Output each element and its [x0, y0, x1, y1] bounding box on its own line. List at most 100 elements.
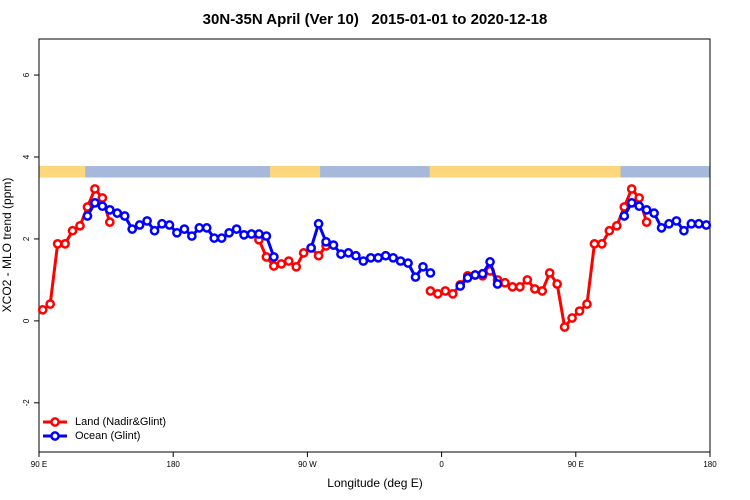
data-point — [671, 216, 682, 226]
data-point — [649, 208, 659, 218]
data-point — [641, 217, 652, 227]
data-point — [701, 220, 712, 230]
data-point — [119, 211, 130, 221]
data-point — [321, 236, 331, 247]
data-point — [552, 279, 563, 289]
data-point — [410, 272, 421, 282]
data-point — [164, 220, 175, 230]
data-point — [425, 268, 436, 278]
data-point — [82, 211, 93, 221]
data-point — [597, 239, 607, 249]
data-point — [45, 299, 56, 309]
data-point — [641, 205, 652, 215]
data-point — [537, 286, 548, 296]
data-point — [567, 313, 577, 323]
x-tick-label: 0 — [439, 460, 444, 469]
data-point — [507, 282, 518, 292]
data-point — [127, 224, 138, 234]
data-point — [283, 256, 294, 266]
data-point — [261, 231, 272, 241]
data-point — [201, 223, 212, 233]
x-tick-label: 90 E — [31, 460, 47, 469]
data-point — [216, 233, 227, 243]
x-axis-label: Longitude (deg E) — [327, 476, 422, 490]
data-point — [75, 220, 85, 231]
ocean-band — [39, 166, 710, 178]
data-point — [664, 218, 674, 229]
data-point — [492, 279, 503, 289]
y-tick-label: 6 — [22, 72, 31, 77]
land-band — [270, 166, 321, 178]
data-point — [231, 224, 242, 234]
data-point — [306, 243, 316, 253]
data-point — [686, 218, 697, 229]
data-point — [298, 248, 309, 258]
data-point — [186, 231, 197, 241]
data-point — [104, 217, 115, 227]
data-point — [477, 268, 488, 279]
data-point — [97, 201, 108, 212]
data-point — [172, 227, 182, 238]
data-point — [149, 225, 160, 236]
plot-frame — [38, 38, 711, 453]
data-point — [90, 198, 100, 208]
data-point — [604, 225, 615, 236]
data-point — [246, 229, 257, 239]
y-tick-label: -2 — [22, 399, 31, 407]
data-point — [425, 286, 436, 296]
data-point — [626, 198, 637, 208]
data-point — [433, 288, 443, 299]
data-point — [544, 268, 555, 278]
data-point — [395, 256, 406, 266]
data-point — [462, 273, 473, 283]
data-point — [485, 257, 495, 267]
data-point — [679, 225, 689, 236]
data-point — [261, 252, 272, 262]
data-point — [67, 225, 78, 236]
data-point — [500, 277, 510, 288]
land-band — [39, 166, 86, 178]
chart-title: 30N-35N April (Ver 10) 2015-01-01 to 202… — [203, 11, 548, 28]
data-point — [269, 252, 279, 262]
data-point — [619, 211, 630, 221]
y-tick-label: 2 — [22, 236, 31, 241]
data-point — [440, 286, 451, 296]
data-point — [611, 220, 622, 231]
legend-marker — [50, 431, 60, 441]
data-point — [522, 275, 533, 285]
series-line — [86, 201, 707, 288]
data-point — [634, 193, 645, 203]
legend-label: Ocean (Glint) — [75, 430, 140, 442]
x-tick-label: 90 E — [568, 460, 584, 469]
data-point — [328, 240, 339, 250]
data-point — [209, 233, 220, 243]
data-point — [447, 288, 458, 299]
data-point — [254, 229, 264, 239]
data-point — [291, 261, 302, 272]
data-point — [626, 184, 637, 194]
data-point — [276, 259, 287, 269]
data-point — [112, 208, 123, 218]
x-tick-label: 180 — [167, 460, 181, 469]
data-point — [634, 201, 645, 212]
data-point — [470, 270, 480, 280]
data-point — [239, 229, 249, 240]
data-point — [403, 258, 413, 268]
data-point — [269, 261, 279, 271]
data-point — [194, 223, 205, 233]
data-point — [142, 216, 152, 226]
data-point — [515, 282, 525, 292]
data-point — [693, 218, 704, 229]
data-point — [52, 239, 63, 249]
data-point — [343, 248, 354, 258]
data-point — [365, 252, 376, 263]
data-point — [37, 304, 48, 315]
series-line — [41, 187, 649, 329]
data-point — [574, 306, 585, 316]
data-point — [157, 218, 167, 229]
data-point — [582, 299, 592, 309]
data-point — [224, 227, 234, 238]
data-point — [358, 256, 369, 266]
land-band — [429, 166, 621, 178]
x-tick-label: 90 W — [298, 460, 317, 469]
